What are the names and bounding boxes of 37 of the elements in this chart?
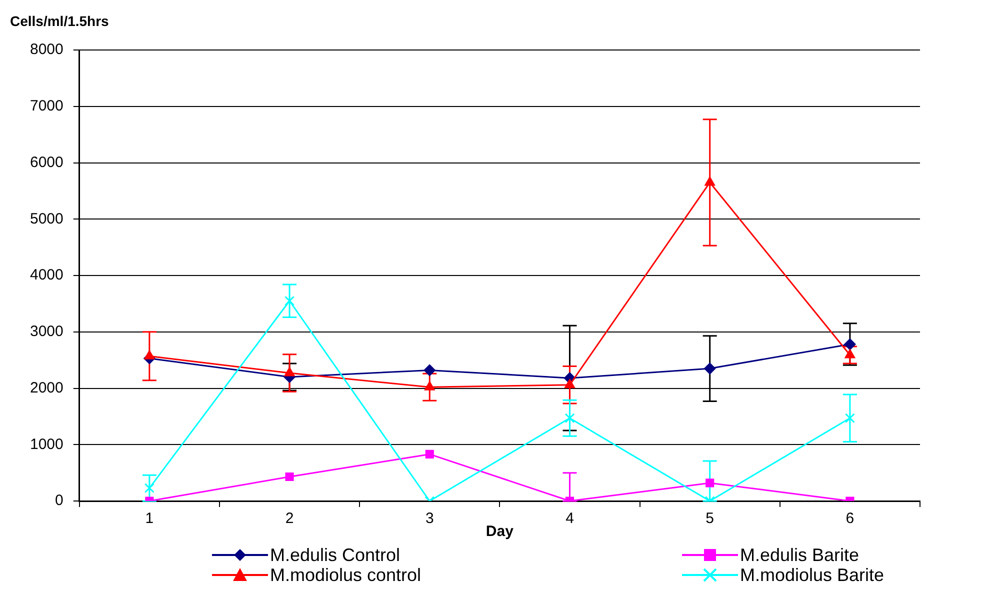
x-tick-label: 2 <box>285 510 294 528</box>
legend-label: M.edulis Barite <box>740 545 860 565</box>
y-tick-label: 8000 <box>30 41 64 58</box>
x-tick-label: 3 <box>425 510 434 528</box>
y-tick-label: 7000 <box>30 98 64 115</box>
point <box>844 413 855 424</box>
point <box>424 364 436 376</box>
legend-label: M.modiolus control <box>270 565 422 585</box>
y-tick-label: 0 <box>55 492 64 510</box>
point <box>144 483 154 494</box>
point <box>704 176 715 186</box>
point <box>284 296 295 306</box>
point <box>704 362 716 374</box>
y-tick-label: 5000 <box>30 210 64 228</box>
point <box>144 350 154 360</box>
point <box>844 338 856 350</box>
point <box>284 367 295 376</box>
x-axis-title: Day <box>486 523 514 540</box>
point <box>285 472 294 482</box>
point <box>425 450 434 458</box>
y-tick-label: 3000 <box>30 323 64 340</box>
y-tick-label: 1000 <box>30 436 64 453</box>
point <box>706 478 714 488</box>
point <box>424 381 435 390</box>
x-tick-label: 4 <box>566 510 574 528</box>
y-axis-title: Cells/ml/1.5hrs <box>10 12 110 29</box>
y-tick-label: 2000 <box>30 379 64 396</box>
legend-label: M.edulis Control <box>270 545 400 565</box>
y-tick-label: 6000 <box>30 154 64 171</box>
x-tick-label: 5 <box>706 510 714 528</box>
point <box>844 349 856 358</box>
x-tick-label: 6 <box>846 510 854 528</box>
point <box>564 379 575 388</box>
legend-label: M.modiolus Barite <box>740 565 884 585</box>
x-tick-label: 1 <box>145 510 154 528</box>
y-tick-label: 4000 <box>30 266 64 284</box>
point <box>564 413 575 424</box>
